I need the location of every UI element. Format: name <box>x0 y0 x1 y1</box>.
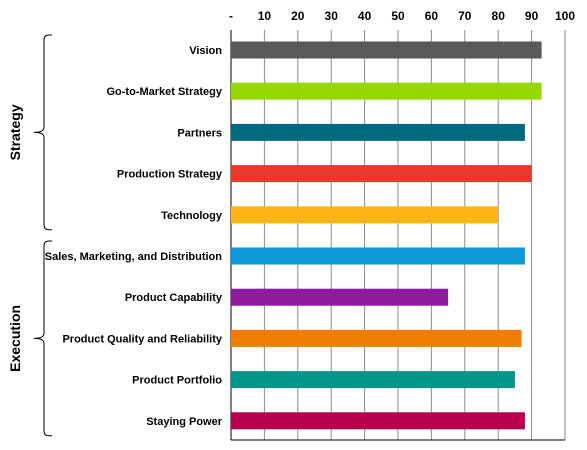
x-tick-label-70: 70 <box>458 9 472 23</box>
category-label: Product Capability <box>125 292 223 304</box>
bar-partners <box>231 123 525 141</box>
x-tick-label-40: 40 <box>358 9 372 23</box>
x-tick-label-50: 50 <box>391 9 405 23</box>
bar-vision <box>231 41 542 59</box>
bar-product-quality-and-reliability <box>231 329 522 347</box>
bar-product-portfolio <box>231 371 515 389</box>
category-label: Vision <box>189 45 222 57</box>
x-tick-label-30: 30 <box>325 9 339 23</box>
bar-staying-power <box>231 412 525 430</box>
bar-production-strategy <box>231 165 532 183</box>
bar-sales-marketing-and-distribution <box>231 247 525 265</box>
x-tick-label-80: 80 <box>492 9 506 23</box>
category-label: Product Portfolio <box>132 375 222 387</box>
category-label: Go-to-Market Strategy <box>106 86 222 98</box>
x-tick-label-0: - <box>229 9 233 23</box>
x-tick-label-100: 100 <box>555 9 575 23</box>
bar-go-to-market-strategy <box>231 82 542 100</box>
x-tick-label-90: 90 <box>525 9 539 23</box>
category-label: Technology <box>161 210 223 222</box>
category-label: Partners <box>177 127 222 139</box>
x-tick-label-60: 60 <box>425 9 439 23</box>
bar-product-capability <box>231 288 449 306</box>
category-label: Production Strategy <box>117 169 223 181</box>
x-tick-label-10: 10 <box>258 9 272 23</box>
x-tick-label-20: 20 <box>291 9 305 23</box>
group-label-strategy: Strategy <box>7 104 23 160</box>
category-label: Staying Power <box>146 416 223 428</box>
bar-technology <box>231 206 499 224</box>
category-label: Product Quality and Reliability <box>62 333 222 345</box>
category-label: Sales, Marketing, and Distribution <box>45 251 223 263</box>
group-brace-strategy <box>33 34 52 231</box>
group-brace-execution <box>33 240 52 437</box>
group-label-execution: Execution <box>7 305 23 372</box>
